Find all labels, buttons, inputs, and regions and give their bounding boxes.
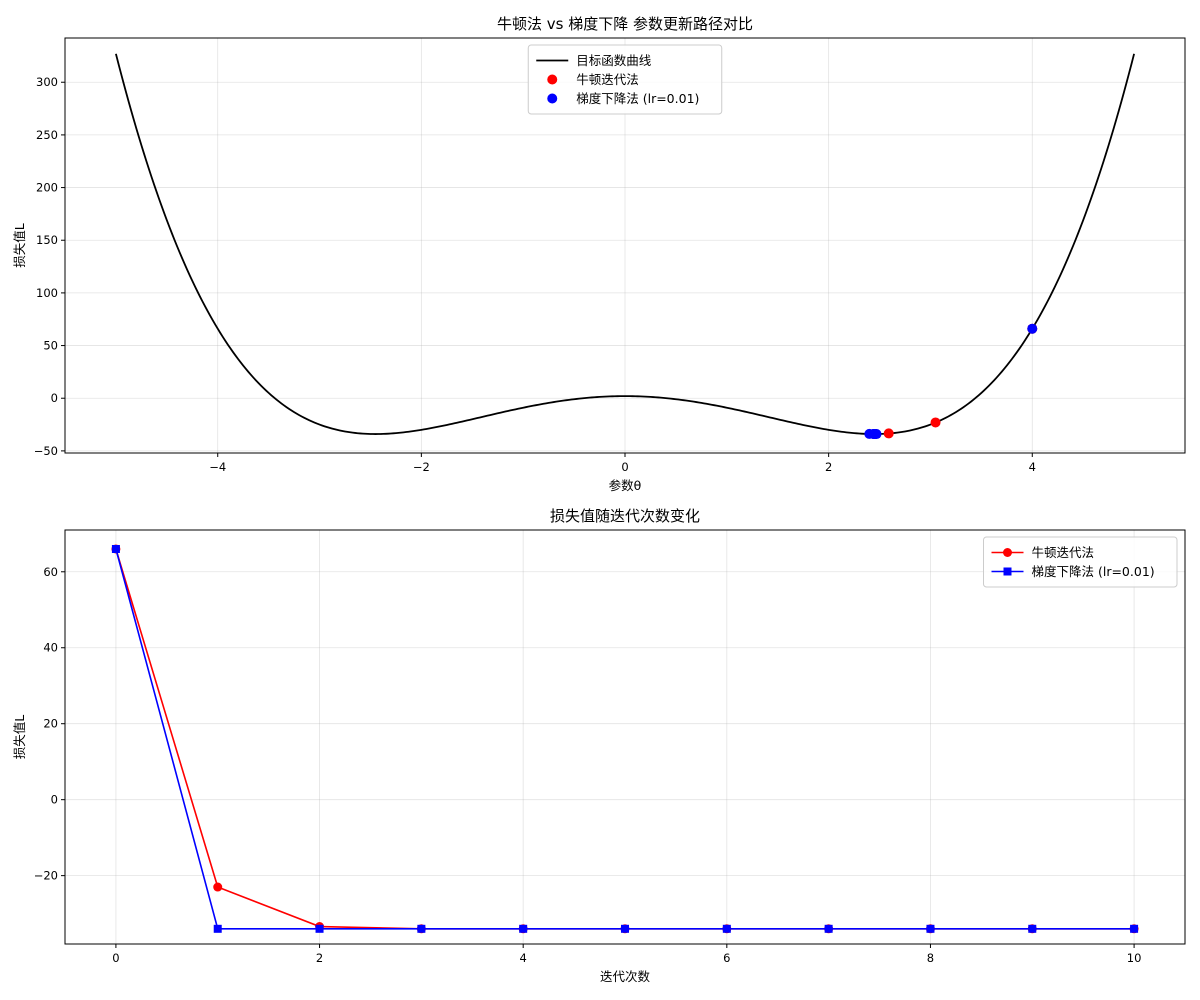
bottom-ticks: 0 2 4 6 8 10 −20 0 20 40 60 [34, 565, 1142, 965]
legend-label: 目标函数曲线 [576, 53, 652, 68]
y-tick-label: 0 [51, 391, 58, 405]
data-point [869, 429, 880, 440]
y-tick-label: 300 [36, 75, 58, 89]
legend-handle-dot [1003, 548, 1012, 557]
bottom-chart-title: 损失值随迭代次数变化 [550, 507, 700, 525]
legend-handle-dot [547, 74, 558, 85]
y-tick-label: 100 [36, 286, 58, 300]
y-tick-label: 150 [36, 233, 58, 247]
y-tick-label: −50 [34, 444, 58, 458]
data-point-square [1028, 924, 1037, 933]
legend-label: 牛顿迭代法 [1032, 545, 1095, 560]
chart-top-path-comparison: −4 −2 0 2 4 −50 0 50 100 150 200 250 300 牛顿法 vs 梯度下降… [12, 15, 1186, 493]
bottom-y-axis-label: 损失值L [12, 715, 27, 760]
top-data [115, 53, 1135, 440]
data-point-square [213, 924, 222, 933]
x-tick-label: 0 [621, 460, 628, 474]
y-tick-label: 60 [43, 565, 58, 579]
y-tick-label: 250 [36, 128, 58, 142]
x-tick-label: 10 [1127, 951, 1142, 965]
top-y-axis-label: 损失值L [12, 223, 27, 268]
legend-handle-square [1003, 567, 1012, 576]
x-tick-label: 4 [520, 951, 527, 965]
x-tick-label: 4 [1029, 460, 1036, 474]
y-tick-label: 200 [36, 181, 58, 195]
data-point [213, 882, 223, 892]
bottom-axes-frame [64, 529, 1186, 945]
data-point-square [417, 924, 426, 933]
data-point-square [722, 924, 731, 933]
top-x-axis-label: 参数θ [609, 478, 642, 493]
series-line-0 [115, 548, 1135, 930]
x-tick-label: −2 [413, 460, 430, 474]
data-point-square [621, 924, 629, 933]
x-tick-label: 8 [927, 951, 934, 965]
data-point-square [824, 924, 833, 933]
top-ticks: −4 −2 0 2 4 −50 0 50 100 150 200 250 300 [34, 75, 1036, 474]
data-point [930, 417, 941, 428]
x-tick-label: 6 [723, 951, 730, 965]
legend-box [527, 44, 723, 115]
bottom-x-axis-label: 迭代次数 [600, 969, 651, 984]
y-tick-label: 50 [43, 339, 58, 353]
legend-label: 梯度下降法 (lr=0.01) [576, 91, 699, 106]
data-point [1027, 323, 1038, 334]
y-tick-label: −20 [34, 869, 58, 883]
chart-bottom-loss-vs-iteration: 0 2 4 6 8 10 −20 0 20 40 60 损失值随迭代次数变化 迭代次数 损失值L 牛… [12, 507, 1186, 984]
y-tick-label: 40 [43, 641, 58, 655]
series-line-1 [115, 548, 1135, 930]
data-point-square [111, 544, 120, 553]
legend-box [983, 536, 1178, 588]
top-chart-title: 牛顿法 vs 梯度下降 参数更新路径对比 [497, 15, 753, 33]
x-tick-label: −4 [209, 460, 226, 474]
data-point-square [926, 924, 935, 933]
y-tick-label: 20 [43, 717, 58, 731]
bottom-grid [65, 530, 1185, 944]
legend-label: 牛顿迭代法 [576, 72, 639, 87]
y-tick-label: 0 [51, 793, 58, 807]
x-tick-label: 2 [825, 460, 832, 474]
objective-curve [115, 53, 1135, 435]
x-tick-label: 2 [316, 951, 323, 965]
legend-handle-dot [547, 93, 558, 104]
data-point-square [1130, 924, 1139, 933]
x-tick-label: 0 [112, 951, 119, 965]
data-point [883, 428, 894, 439]
data-point-square [315, 924, 324, 933]
bottom-data [111, 544, 1139, 934]
legend-label: 梯度下降法 (lr=0.01) [1032, 564, 1155, 579]
data-point-square [519, 924, 528, 933]
